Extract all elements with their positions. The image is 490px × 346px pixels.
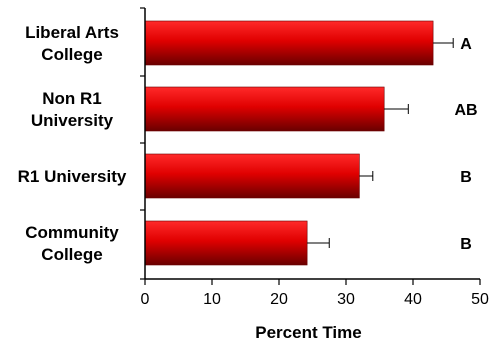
category-label-3-line-0: Community [25, 223, 119, 242]
significance-label-0: A [460, 36, 472, 53]
category-label-0-line-1: College [41, 45, 102, 64]
x-tick-label-4: 40 [404, 291, 422, 308]
bars-layer [144, 20, 454, 266]
category-label-1-line-1: University [31, 111, 114, 130]
significance-label-2: B [460, 169, 472, 186]
x-tick-label-2: 20 [270, 291, 288, 308]
significance-label-3: B [460, 236, 472, 253]
axes-layer: 0 10 20 30 40 50 [140, 7, 489, 308]
labels-layer: Liberal Arts College A Non R1 University AB R1… [18, 23, 478, 264]
x-axis-title: Percent Time [255, 323, 361, 342]
x-tick-label-3: 30 [337, 291, 355, 308]
bar-2 [144, 153, 360, 199]
category-label-3-line-1: College [41, 245, 102, 264]
category-label-1-line-0: Non R1 [42, 89, 102, 108]
category-label-2-line-0: R1 University [18, 167, 127, 186]
bar-1 [144, 86, 385, 132]
category-label-0-line-0: Liberal Arts [25, 23, 119, 42]
bar-3 [144, 220, 308, 266]
x-tick-label-0: 0 [141, 291, 150, 308]
x-tick-label-1: 10 [203, 291, 221, 308]
bar-0 [144, 20, 434, 66]
x-tick-label-5: 50 [471, 291, 489, 308]
significance-label-1: AB [454, 102, 477, 119]
